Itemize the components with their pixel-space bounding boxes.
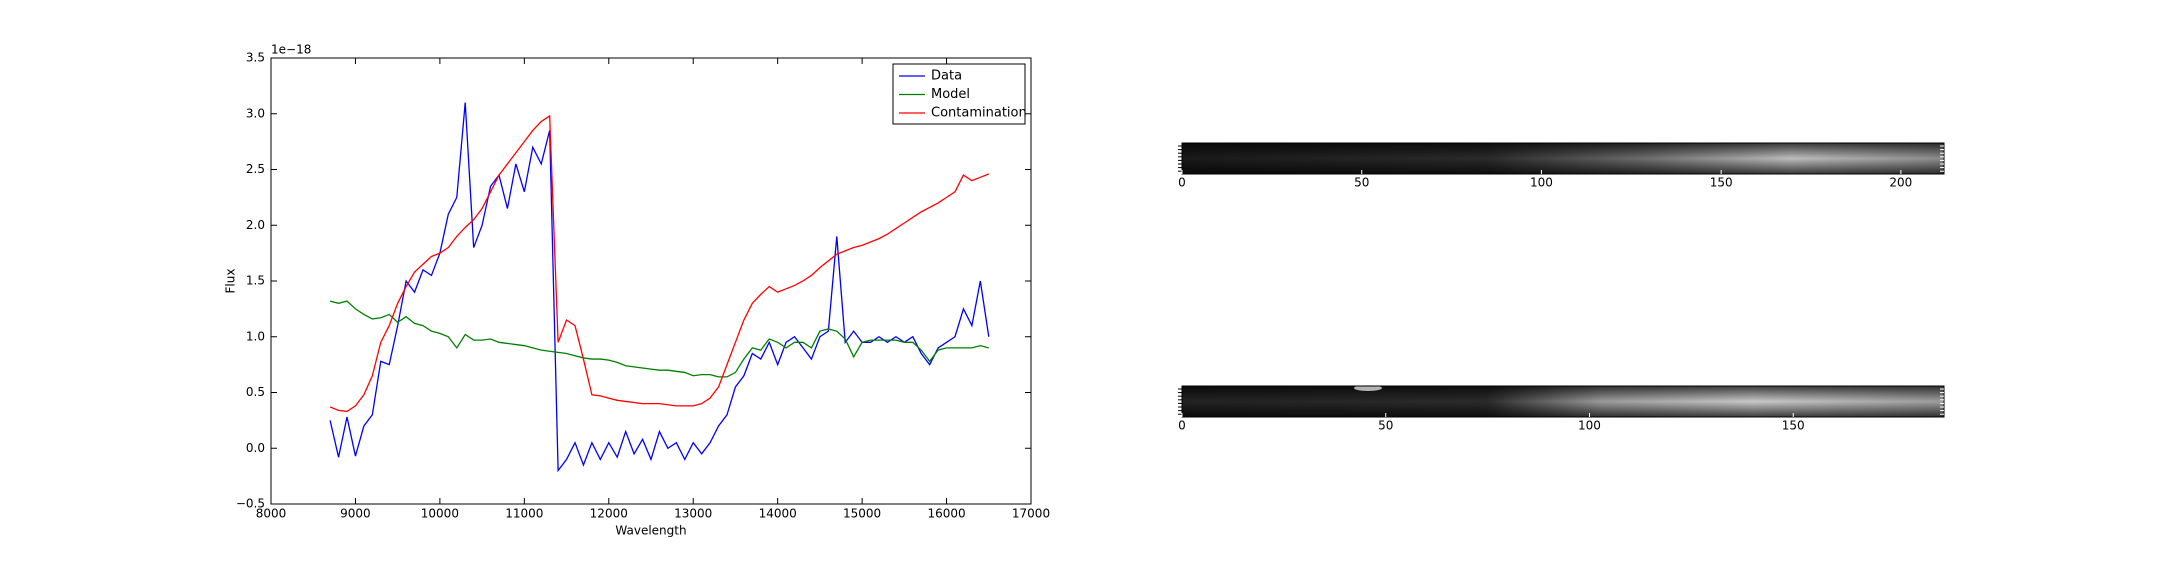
series-line — [329, 300, 989, 378]
y-tick-label: 1.5 — [246, 274, 265, 288]
image-frame — [1181, 142, 1945, 175]
legend-label: Contamination — [931, 106, 1027, 121]
y-axis-label: Flux — [224, 269, 238, 294]
x-tick-label: 100 — [1578, 419, 1601, 433]
series-line — [329, 114, 990, 413]
legend-label: Data — [931, 69, 962, 84]
image-shade — [1182, 143, 1944, 174]
x-tick-label: 13000 — [674, 507, 712, 521]
y-offset-label: 1e−18 — [271, 43, 311, 57]
legend: Data Model Contamination — [892, 63, 1027, 125]
x-tick-label: 50 — [1378, 419, 1393, 433]
x-tick-label: 9000 — [340, 507, 371, 521]
x-tick-label: 10000 — [421, 507, 459, 521]
y-tick-label: 1.0 — [246, 329, 265, 343]
image-frame — [1181, 385, 1945, 418]
y-tick-label: 2.5 — [246, 162, 265, 176]
x-tick-label: 200 — [1889, 176, 1912, 190]
x-tick-label: 0 — [1178, 419, 1186, 433]
legend-label: Model — [931, 87, 970, 102]
x-tick-label: 14000 — [759, 507, 797, 521]
x-tick-label: 8000 — [256, 507, 287, 521]
x-tick-label: 100 — [1530, 176, 1553, 190]
y-tick-label: −0.5 — [236, 497, 265, 511]
x-axis-label: Wavelength — [615, 524, 686, 538]
x-tick-label: 17000 — [1012, 507, 1050, 521]
series-line — [329, 102, 990, 473]
y-tick-label: 3.5 — [246, 51, 265, 65]
x-tick-label: 16000 — [927, 507, 965, 521]
plot-frame — [270, 57, 1032, 505]
y-tick-label: 2.0 — [246, 218, 265, 232]
x-tick-label: 11000 — [505, 507, 543, 521]
x-tick-label: 12000 — [590, 507, 628, 521]
x-tick-label: 50 — [1354, 176, 1369, 190]
x-tick-label: 0 — [1178, 176, 1186, 190]
x-tick-label: 15000 — [843, 507, 881, 521]
y-tick-label: 3.0 — [246, 106, 265, 120]
image-shade — [1182, 386, 1944, 417]
y-tick-label: 0.5 — [246, 385, 265, 399]
x-tick-label: 150 — [1710, 176, 1733, 190]
y-tick-label: 0.0 — [246, 441, 265, 455]
x-tick-label: 150 — [1782, 419, 1805, 433]
